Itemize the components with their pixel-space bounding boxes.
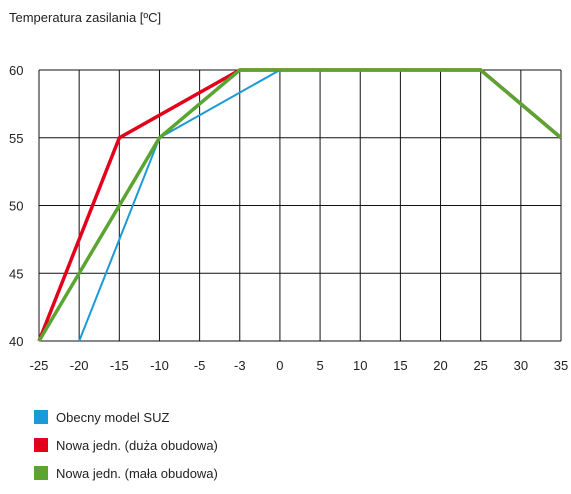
y-tick-label: 50: [9, 199, 23, 214]
x-tick-label: 10: [353, 358, 367, 373]
grid: [38, 69, 562, 342]
legend-swatch: [34, 466, 48, 480]
series-line-3: [37, 68, 563, 342]
legend-label: Nowa jedn. (mała obudowa): [56, 465, 218, 481]
x-tick-label: -3: [234, 358, 246, 373]
x-tick-label: 5: [316, 358, 323, 373]
x-tick-label: -10: [150, 358, 169, 373]
x-tick-label: -25: [30, 358, 49, 373]
x-tick-label: 20: [433, 358, 447, 373]
x-tick-labels: -25 -20 -15 -10 -5 -3 0 5 10 15 20 25 30 35: [30, 358, 569, 373]
chart-title: Temperatura zasilania [ºC]: [9, 10, 162, 25]
x-tick-label: -15: [110, 358, 129, 373]
x-tick-label: -5: [194, 358, 206, 373]
y-tick-label: 60: [9, 63, 23, 78]
y-tick-label: 40: [9, 334, 23, 349]
x-tick-label: 30: [514, 358, 528, 373]
legend-label: Nowa jedn. (duża obudowa): [56, 437, 218, 453]
legend-item-3: Nowa jedn. (mała obudowa): [34, 465, 218, 481]
legend-swatch: [34, 410, 48, 424]
x-tick-label: 0: [276, 358, 283, 373]
y-tick-label: 45: [9, 266, 23, 281]
legend-item-2: Nowa jedn. (duża obudowa): [34, 437, 218, 453]
x-tick-label: 35: [554, 358, 568, 373]
legend-swatch: [34, 438, 48, 452]
x-tick-label: -20: [70, 358, 89, 373]
x-tick-label: 15: [393, 358, 407, 373]
line-chart: 40 45 50 55 60 -25 -20 -15 -10 -5 -3 0 5 10 15 20 25 30 3…: [9, 63, 569, 373]
legend-label: Obecny model SUZ: [56, 409, 170, 425]
y-tick-labels: 40 45 50 55 60: [9, 63, 23, 349]
legend-item-1: Obecny model SUZ: [34, 409, 218, 425]
legend: Obecny model SUZ Nowa jedn. (duża obudowa…: [34, 410, 218, 494]
series-lines: [37, 68, 563, 342]
x-tick-label: 25: [473, 358, 487, 373]
y-tick-label: 55: [9, 131, 23, 146]
